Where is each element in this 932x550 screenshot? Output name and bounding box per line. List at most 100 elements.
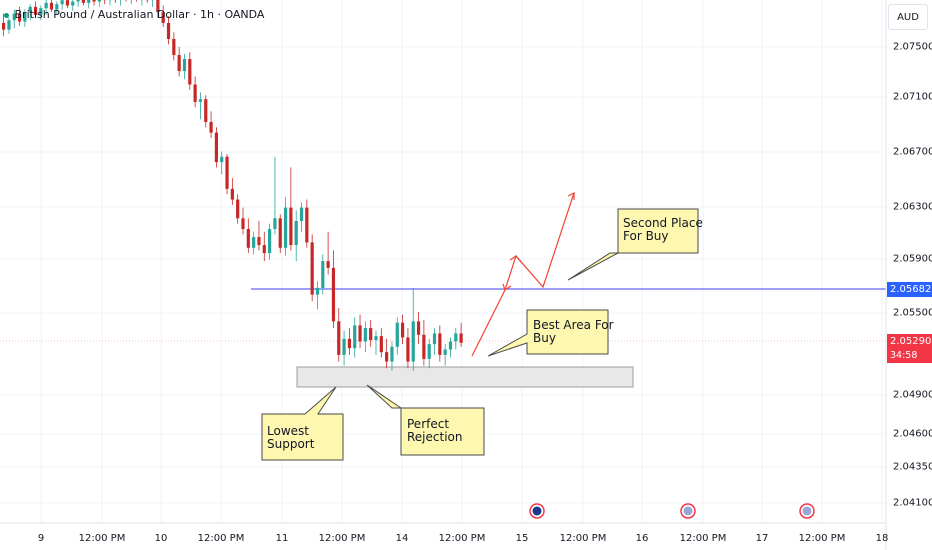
candle-body bbox=[299, 207, 304, 221]
candle bbox=[188, 52, 192, 90]
candle bbox=[60, 0, 64, 10]
candle bbox=[369, 320, 373, 347]
candle bbox=[438, 325, 442, 362]
candle-body bbox=[65, 0, 70, 6]
callout-second-place[interactable] bbox=[567, 208, 699, 281]
currency-button[interactable]: AUD bbox=[888, 4, 928, 30]
candle-body bbox=[188, 59, 192, 85]
candle bbox=[432, 328, 437, 355]
candle-body bbox=[17, 13, 22, 22]
candle-body bbox=[49, 2, 54, 10]
candle bbox=[422, 320, 426, 366]
symbol-header[interactable]: British Pound / Australian Dollar · 1h ·… bbox=[4, 8, 264, 21]
candle bbox=[28, 4, 32, 21]
candle-body bbox=[182, 59, 187, 72]
candle-body bbox=[454, 333, 458, 342]
candle bbox=[136, 0, 138, 2]
chart-grid bbox=[0, 0, 886, 523]
price-tick-label: 2.05500 bbox=[893, 307, 932, 319]
candle bbox=[220, 151, 224, 175]
candle-body bbox=[230, 188, 234, 200]
candle-body bbox=[401, 322, 405, 338]
candle bbox=[252, 231, 256, 255]
candle-body bbox=[358, 325, 362, 342]
callout-best-area[interactable] bbox=[487, 309, 609, 357]
time-tick-label: 17 bbox=[755, 533, 769, 544]
candle bbox=[214, 127, 218, 168]
candle bbox=[294, 210, 298, 262]
candle bbox=[141, 0, 143, 6]
candle bbox=[120, 0, 122, 6]
candle-body bbox=[443, 349, 447, 355]
event-flag-gb-1[interactable] bbox=[680, 503, 696, 519]
candle-body bbox=[209, 121, 213, 133]
candle-body bbox=[193, 84, 197, 102]
candle-body bbox=[220, 156, 224, 163]
time-tick-label: 18 bbox=[875, 533, 889, 544]
candle bbox=[395, 317, 399, 355]
candle-body bbox=[310, 242, 314, 295]
candle bbox=[363, 321, 367, 353]
candle-body bbox=[353, 325, 357, 349]
event-flag-au[interactable] bbox=[529, 503, 545, 519]
price-tick-label: 2.04900 bbox=[893, 389, 932, 401]
candle-body bbox=[166, 22, 171, 39]
candle bbox=[2, 13, 6, 37]
callout-perfect-rejection[interactable] bbox=[366, 384, 485, 456]
time-tick-label: 12:00 PM bbox=[798, 533, 846, 544]
candle-body bbox=[12, 13, 16, 21]
candle-body bbox=[236, 199, 240, 219]
candle bbox=[97, 0, 101, 7]
candle bbox=[12, 9, 16, 29]
candle-body bbox=[432, 333, 437, 345]
candle bbox=[443, 344, 447, 366]
arrow-head-3 bbox=[567, 192, 575, 200]
candle bbox=[39, 5, 43, 21]
candle-body bbox=[459, 333, 463, 343]
time-tick-label: 12:00 PM bbox=[438, 533, 486, 544]
candle-body bbox=[289, 207, 293, 246]
candle-body bbox=[55, 4, 59, 10]
candle bbox=[278, 214, 282, 254]
price-tick-label: 2.04100 bbox=[893, 497, 932, 509]
candle-body bbox=[283, 207, 288, 248]
price-tick-label: 2.05900 bbox=[893, 253, 932, 265]
candle bbox=[225, 154, 229, 195]
candle bbox=[204, 95, 208, 128]
candle-body bbox=[273, 218, 277, 230]
candle bbox=[262, 231, 266, 262]
candle bbox=[71, 0, 75, 11]
candle bbox=[166, 16, 171, 45]
candle-body bbox=[33, 6, 38, 15]
candle-body bbox=[44, 2, 48, 9]
second-place-label: Second Place For Buy bbox=[623, 216, 703, 243]
projection-arrows[interactable] bbox=[471, 192, 575, 357]
candle bbox=[44, 0, 48, 15]
time-tick-label: 12:00 PM bbox=[559, 533, 607, 544]
countdown-badge: 34:58 bbox=[887, 348, 932, 363]
candle bbox=[448, 337, 453, 358]
candle bbox=[310, 234, 314, 302]
callout-lowest-support[interactable] bbox=[261, 386, 344, 461]
candle-body bbox=[369, 328, 373, 341]
candle bbox=[182, 53, 187, 80]
candle bbox=[172, 32, 176, 61]
candle bbox=[23, 9, 27, 27]
candle-body bbox=[246, 229, 250, 248]
time-tick-label: 11 bbox=[275, 533, 289, 544]
candles bbox=[2, 0, 463, 371]
time-tick-label: 12:00 PM bbox=[318, 533, 366, 544]
event-flag-gb-2[interactable] bbox=[799, 503, 815, 519]
candle-body bbox=[92, 0, 96, 2]
time-tick-label: 12:00 PM bbox=[78, 533, 126, 544]
candle-body bbox=[81, 0, 85, 3]
candle-body bbox=[23, 12, 27, 22]
candle bbox=[379, 328, 383, 358]
support-zone[interactable] bbox=[296, 366, 634, 388]
candle-body bbox=[225, 156, 229, 189]
candle bbox=[230, 178, 234, 205]
symbol-title: British Pound / Australian Dollar · 1h ·… bbox=[14, 8, 265, 21]
candle bbox=[33, 1, 38, 18]
candle-body bbox=[337, 321, 341, 355]
